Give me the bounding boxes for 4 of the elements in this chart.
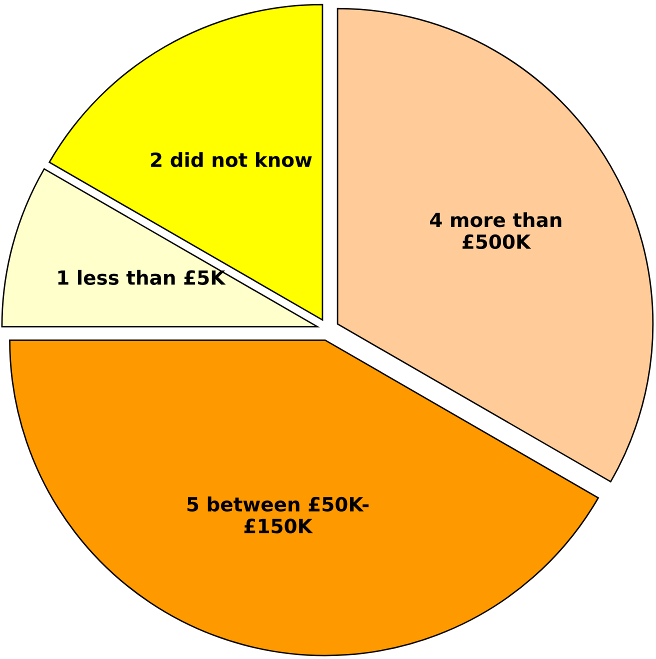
slice-label: 2 did not know [151,152,312,168]
slice-label: 1 less than £5K [58,270,226,285]
slice-label: 5 between £50K- £150K [187,496,369,534]
slice-label: 4 more than £500K [430,212,562,250]
